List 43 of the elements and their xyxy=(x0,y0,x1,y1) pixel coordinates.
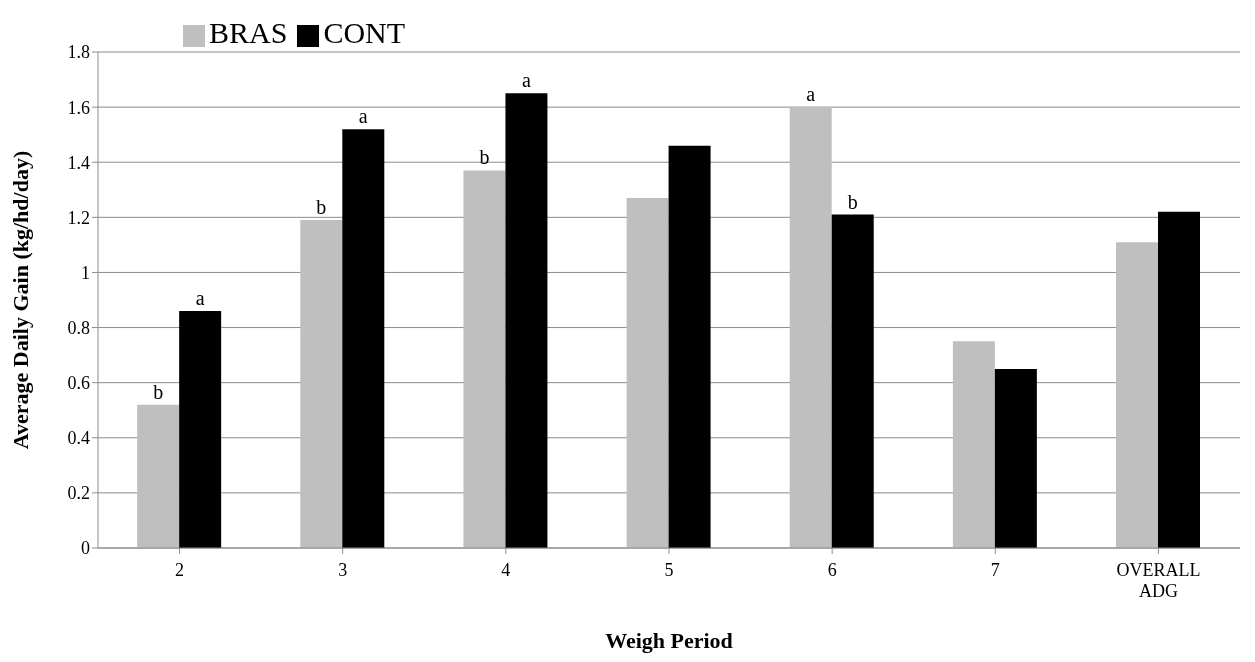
x-tick-label: 6 xyxy=(827,560,837,580)
bar xyxy=(952,341,995,548)
y-tick-label: 0.4 xyxy=(67,428,90,449)
data-label: a xyxy=(521,69,531,92)
x-tick-label: 4 xyxy=(501,560,511,580)
x-tick-label: 5 xyxy=(664,560,674,580)
bar xyxy=(789,107,832,548)
bar xyxy=(626,198,669,548)
bar xyxy=(1116,242,1159,548)
x-tick-label: 3 xyxy=(338,560,348,580)
y-tick-label: 0.6 xyxy=(67,373,90,394)
bar xyxy=(342,129,385,548)
bar xyxy=(300,220,343,548)
legend-label: BRAS xyxy=(209,16,288,49)
x-tick-label: 7 xyxy=(990,560,1000,580)
bar xyxy=(668,145,711,548)
bar xyxy=(463,170,506,548)
bar xyxy=(179,311,222,548)
y-tick-label: 1.8 xyxy=(67,42,90,63)
data-label: b xyxy=(153,380,164,403)
bar xyxy=(994,368,1037,548)
y-tick-label: 1.2 xyxy=(67,207,90,228)
y-axis-title: Average Daily Gain (kg/hd/day) xyxy=(7,150,33,450)
data-label: a xyxy=(806,83,816,106)
y-tick-label: 1.6 xyxy=(67,97,90,118)
y-tick-label: 1.4 xyxy=(67,152,90,173)
bar xyxy=(137,404,180,548)
x-tick-label: 2 xyxy=(175,560,185,580)
data-label: b xyxy=(316,196,327,219)
y-tick-label: 0.8 xyxy=(67,317,90,338)
y-tick-label: 1 xyxy=(81,262,90,283)
x-axis-title: Weigh Period xyxy=(605,628,733,653)
data-label: b xyxy=(847,190,858,213)
data-label: b xyxy=(479,146,490,169)
legend-label: CONT xyxy=(323,16,406,49)
bar xyxy=(1158,211,1201,548)
bar xyxy=(831,214,874,548)
y-tick-label: 0.2 xyxy=(67,483,90,504)
x-tick-label: OVERALL ADG xyxy=(1116,560,1201,601)
data-label: a xyxy=(195,287,205,310)
bar xyxy=(505,93,548,548)
y-tick-label: 0 xyxy=(81,538,90,559)
data-label: a xyxy=(358,105,368,128)
